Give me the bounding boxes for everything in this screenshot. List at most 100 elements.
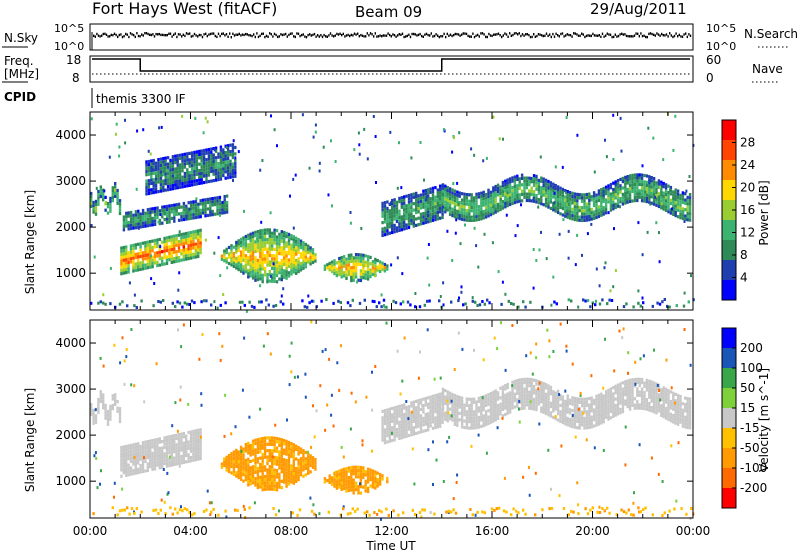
power-cell-f7 xyxy=(686,199,689,203)
velocity-cell-f1 xyxy=(122,455,125,459)
velocity-cell-f5 xyxy=(460,409,464,413)
power-noise-cell xyxy=(301,113,304,117)
power-cell-f6 xyxy=(386,232,389,236)
power-cell-f7 xyxy=(645,180,649,184)
power-cell-f7 xyxy=(660,180,663,184)
power-cell-f4 xyxy=(259,232,262,236)
velocity-cell-f4 xyxy=(398,420,401,424)
velocity-cell-f2 xyxy=(299,447,303,451)
power-cell-f7 xyxy=(566,196,569,200)
power-cell-f6 xyxy=(419,199,423,204)
noise-sample xyxy=(155,32,157,36)
velocity-cell-f3 xyxy=(357,472,360,476)
noise-sample xyxy=(499,34,501,37)
power-cell-f1 xyxy=(129,250,133,254)
power-cell-f3 xyxy=(198,175,201,179)
power-cell-f3 xyxy=(162,185,165,189)
power-cell-f1 xyxy=(189,237,193,241)
power-cell-f7 xyxy=(484,193,488,197)
power-cell-f7 xyxy=(628,187,632,191)
power-cell-f7 xyxy=(674,214,677,218)
velocity-cell-f5 xyxy=(513,395,517,399)
power-cell-f4 xyxy=(263,244,267,248)
power-cell-f1 xyxy=(192,246,195,250)
power-cell-f1 xyxy=(137,258,140,262)
power-noise-cell xyxy=(225,146,228,149)
power-noise-cell xyxy=(641,164,644,168)
noise-sample xyxy=(123,35,125,38)
power-cell-f1 xyxy=(144,247,147,251)
power-cell-f4 xyxy=(271,238,274,242)
power-cell-f7 xyxy=(626,178,629,182)
velocity-cell-f5 xyxy=(487,393,490,397)
power-cell-f7 xyxy=(453,211,457,216)
power-cell-f4 xyxy=(292,251,295,255)
noise-sample xyxy=(280,33,282,36)
power-cell-f7 xyxy=(669,211,673,215)
power-cell-f7 xyxy=(446,185,449,190)
power-cell-f5 xyxy=(383,269,387,273)
noise-sample xyxy=(432,35,434,38)
power-cell-f4 xyxy=(237,261,240,265)
power-ground-cell xyxy=(409,303,412,307)
power-cell-f4 xyxy=(285,270,288,274)
velocity-cell-f2 xyxy=(244,442,248,447)
power-cell-f4 xyxy=(297,238,300,242)
power-cell-f7 xyxy=(638,176,641,180)
velocity-cell-f3 xyxy=(323,480,327,484)
power-cell-f3 xyxy=(214,168,218,173)
power-cell-f1 xyxy=(120,268,123,273)
power-cell-f1 xyxy=(182,254,185,259)
power-cell-f6 xyxy=(410,222,413,226)
velocity-cell-f2 xyxy=(273,462,276,466)
power-cell-f7 xyxy=(482,209,485,214)
power-cell-f2 xyxy=(158,222,162,226)
velocity-cell-f5 xyxy=(501,398,505,402)
velocity-cell-f1 xyxy=(189,440,193,444)
power-cell-f3 xyxy=(152,165,155,169)
power-ground-cell xyxy=(188,303,191,306)
velocity-cell-f1 xyxy=(149,445,152,450)
power-cell-f6 xyxy=(422,215,425,219)
velocity-cell-f2 xyxy=(285,475,288,479)
velocity-cell-f2 xyxy=(278,472,281,476)
power-noise-cell xyxy=(540,230,542,234)
power-cell-f6 xyxy=(415,198,418,202)
velocity-cell-f4 xyxy=(398,411,401,415)
velocity-cell-f2 xyxy=(287,444,291,448)
power-cell-f3 xyxy=(147,182,151,186)
velocity-cell-f4 xyxy=(381,422,384,426)
noise-sample xyxy=(96,32,98,36)
power-cell-f7 xyxy=(496,202,500,206)
velocity-cell-f5 xyxy=(544,405,548,409)
velocity-cell-f2 xyxy=(232,450,236,454)
velocity-cell-f5 xyxy=(492,403,495,407)
power-cell-f1 xyxy=(125,264,128,268)
power-cell-f4 xyxy=(256,239,260,243)
velocity-cell-f5 xyxy=(501,414,505,418)
noise-panel xyxy=(89,23,694,51)
velocity-cell-f2 xyxy=(292,465,295,469)
power-cell-f2 xyxy=(122,228,126,232)
power-cell-f7 xyxy=(487,214,490,218)
velocity-cell-f3 xyxy=(342,474,346,478)
velocity-cell-f5 xyxy=(465,426,469,430)
power-cell-f7 xyxy=(688,205,692,209)
velocity-cell-f2 xyxy=(266,458,269,462)
power-cell-f3 xyxy=(145,173,148,177)
power-cell-f7 xyxy=(477,214,481,218)
velocity-cell-f5 xyxy=(475,410,478,414)
velocity-cell-f4 xyxy=(393,431,396,435)
power-cell-f4 xyxy=(304,242,307,246)
velocity-cell-f4 xyxy=(407,408,411,412)
power-cell-f7 xyxy=(571,191,574,195)
velocity-cell-f1 xyxy=(173,443,176,447)
velocity-cell-f5 xyxy=(511,380,514,384)
power-cell-f7 xyxy=(624,201,627,205)
power-cell-f7 xyxy=(482,193,485,198)
power-cell-f7 xyxy=(643,186,646,190)
power-cell-f5 xyxy=(381,268,384,272)
power-cell-f1 xyxy=(144,266,147,270)
noise-sample xyxy=(109,35,111,38)
velocity-cell-f3 xyxy=(362,485,365,489)
